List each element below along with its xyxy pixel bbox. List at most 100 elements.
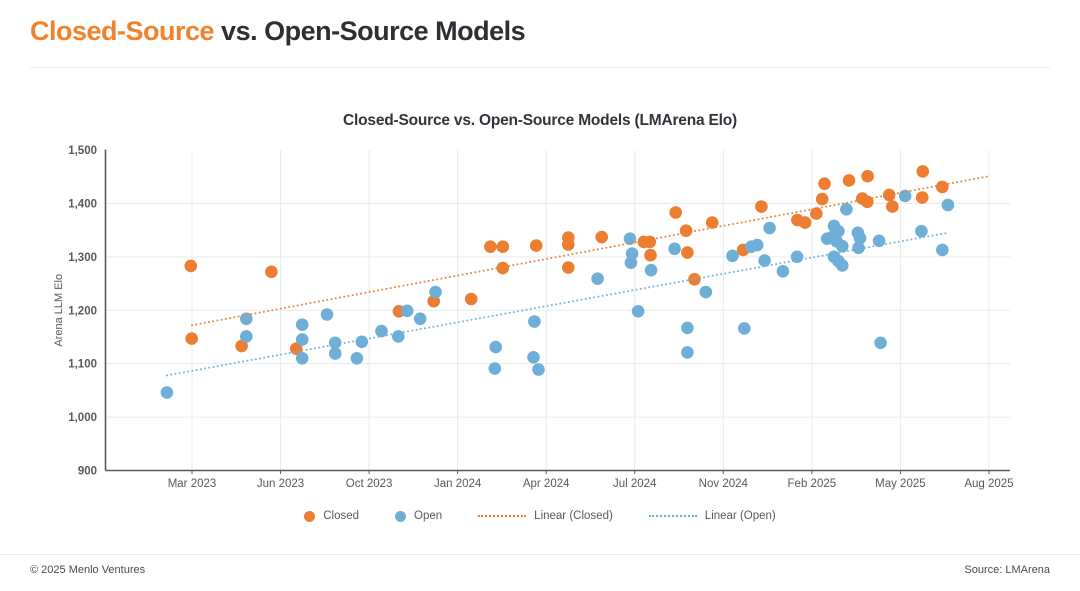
data-point-open — [681, 346, 694, 359]
source-text: Source: LMArena — [964, 564, 1050, 576]
page-title-accent: Closed-Source — [30, 16, 215, 46]
x-tick-label: Nov 2024 — [699, 478, 749, 490]
trendline — [165, 231, 949, 377]
data-point-open — [790, 250, 804, 264]
data-point-closed — [916, 165, 930, 178]
data-point-closed — [679, 224, 693, 237]
axis-labels: 1,500 1,400 1,300 1,200 1,100 1,000 900 Mar 202… — [53, 145, 1014, 490]
data-point-closed — [496, 240, 510, 253]
data-point-closed — [643, 235, 657, 249]
y-tick-label: 1,100 — [68, 359, 97, 371]
data-point-open — [853, 231, 867, 245]
data-point-closed — [235, 339, 248, 353]
data-point-closed — [669, 206, 682, 219]
data-point-open — [668, 242, 681, 256]
page-title: Closed-Source vs. Open-Source Models — [30, 16, 1050, 47]
data-point-closed — [265, 265, 278, 279]
data-point-open — [915, 224, 928, 238]
copyright-text: © 2025 Menlo Ventures — [30, 564, 146, 576]
header-divider — [30, 67, 1050, 68]
open-dot-swatch — [395, 510, 407, 522]
data-point-closed — [464, 292, 478, 306]
data-point-open — [532, 363, 545, 376]
data-point-open — [874, 336, 887, 350]
data-point-open — [392, 330, 405, 343]
data-point-open — [750, 238, 764, 252]
chart-legend: Closed Open Linear (Closed) Linear (Open… — [0, 510, 1080, 522]
data-point-closed — [562, 261, 575, 274]
data-point-closed — [184, 259, 198, 273]
data-point-open — [898, 189, 912, 203]
x-tick-label: Jul 2024 — [613, 478, 657, 490]
closed-trendline-swatch — [478, 515, 527, 517]
data-point-closed — [861, 169, 874, 183]
data-point-closed — [705, 216, 719, 229]
x-tick-label: Jan 2024 — [434, 478, 482, 490]
data-point-open — [936, 243, 949, 257]
data-point-open — [726, 249, 739, 263]
data-point-closed — [755, 200, 768, 213]
data-point-closed — [496, 261, 510, 275]
data-point-closed — [644, 248, 657, 262]
y-tick-label: 1,500 — [68, 145, 97, 157]
x-tick-label: May 2025 — [875, 478, 926, 490]
data-point-open — [872, 234, 886, 248]
x-tick-label: Oct 2023 — [346, 478, 393, 490]
trendline-open — [165, 231, 949, 377]
legend-label: Linear (Open) — [704, 510, 776, 522]
data-point-open — [320, 308, 334, 321]
data-point-open — [631, 305, 645, 318]
data-point-open — [852, 241, 865, 255]
data-point-open — [527, 351, 540, 364]
data-point-closed — [915, 191, 929, 204]
x-tick-label: Feb 2025 — [788, 478, 837, 490]
data-point-open — [350, 352, 364, 365]
data-point-closed — [595, 230, 608, 244]
data-point-open — [355, 335, 369, 349]
data-point-closed — [798, 216, 812, 229]
data-point-closed — [484, 240, 497, 253]
header: Closed-Source vs. Open-Source Models — [30, 16, 1050, 47]
legend-item-linear-closed: Linear (Closed) — [478, 510, 613, 522]
data-point-open — [400, 304, 414, 318]
x-tick-label: Aug 2025 — [964, 478, 1013, 490]
data-point-open — [328, 347, 342, 360]
data-point-open — [528, 315, 541, 328]
x-tick-label: Apr 2024 — [523, 478, 570, 490]
gridlines — [105, 150, 1010, 471]
chart-title: Closed-Source vs. Open-Source Models (LM… — [343, 112, 737, 129]
data-point-open — [489, 340, 503, 354]
legend-item-linear-open: Linear (Open) — [648, 510, 776, 522]
data-point-open — [429, 285, 442, 299]
trendline — [191, 175, 990, 327]
data-point-open — [738, 322, 751, 335]
data-point-open — [836, 239, 849, 253]
y-tick-label: 1,300 — [68, 252, 97, 264]
data-point-open — [623, 232, 637, 245]
series-closed — [184, 165, 949, 355]
y-axis-title: Arena LLM Elo — [53, 274, 65, 347]
data-point-closed — [936, 180, 949, 194]
data-point-open — [375, 324, 388, 338]
legend-item-closed: Closed — [304, 510, 359, 522]
legend-label: Open — [414, 510, 443, 522]
trendline-closed — [191, 175, 990, 327]
y-tick-label: 1,400 — [68, 198, 97, 210]
series-open — [160, 189, 955, 399]
data-point-open — [681, 321, 694, 335]
data-point-open — [758, 254, 771, 267]
data-point-open — [840, 203, 853, 216]
data-point-closed — [688, 273, 701, 286]
axes — [104, 149, 1010, 474]
closed-dot-swatch — [304, 510, 316, 522]
data-point-open — [160, 386, 174, 399]
data-point-open — [832, 224, 845, 238]
data-point-closed — [185, 332, 198, 345]
x-tick-label: Jun 2023 — [257, 478, 304, 490]
legend-label: Closed — [323, 510, 360, 522]
data-point-closed — [529, 239, 543, 252]
legend-label: Linear (Closed) — [534, 510, 613, 522]
data-point-open — [763, 221, 776, 235]
x-tick-label: Mar 2023 — [168, 478, 217, 490]
